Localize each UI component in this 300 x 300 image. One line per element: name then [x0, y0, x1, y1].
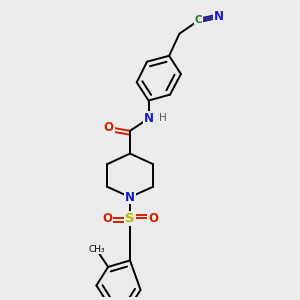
Text: CH₃: CH₃ — [88, 245, 105, 254]
Text: N: N — [143, 112, 154, 125]
Text: N: N — [125, 190, 135, 204]
Text: O: O — [102, 212, 112, 225]
Text: O: O — [148, 212, 158, 225]
Text: H: H — [159, 113, 167, 124]
Text: N: N — [214, 10, 224, 22]
Text: O: O — [104, 121, 114, 134]
Text: C: C — [195, 15, 203, 26]
Text: S: S — [125, 212, 135, 225]
